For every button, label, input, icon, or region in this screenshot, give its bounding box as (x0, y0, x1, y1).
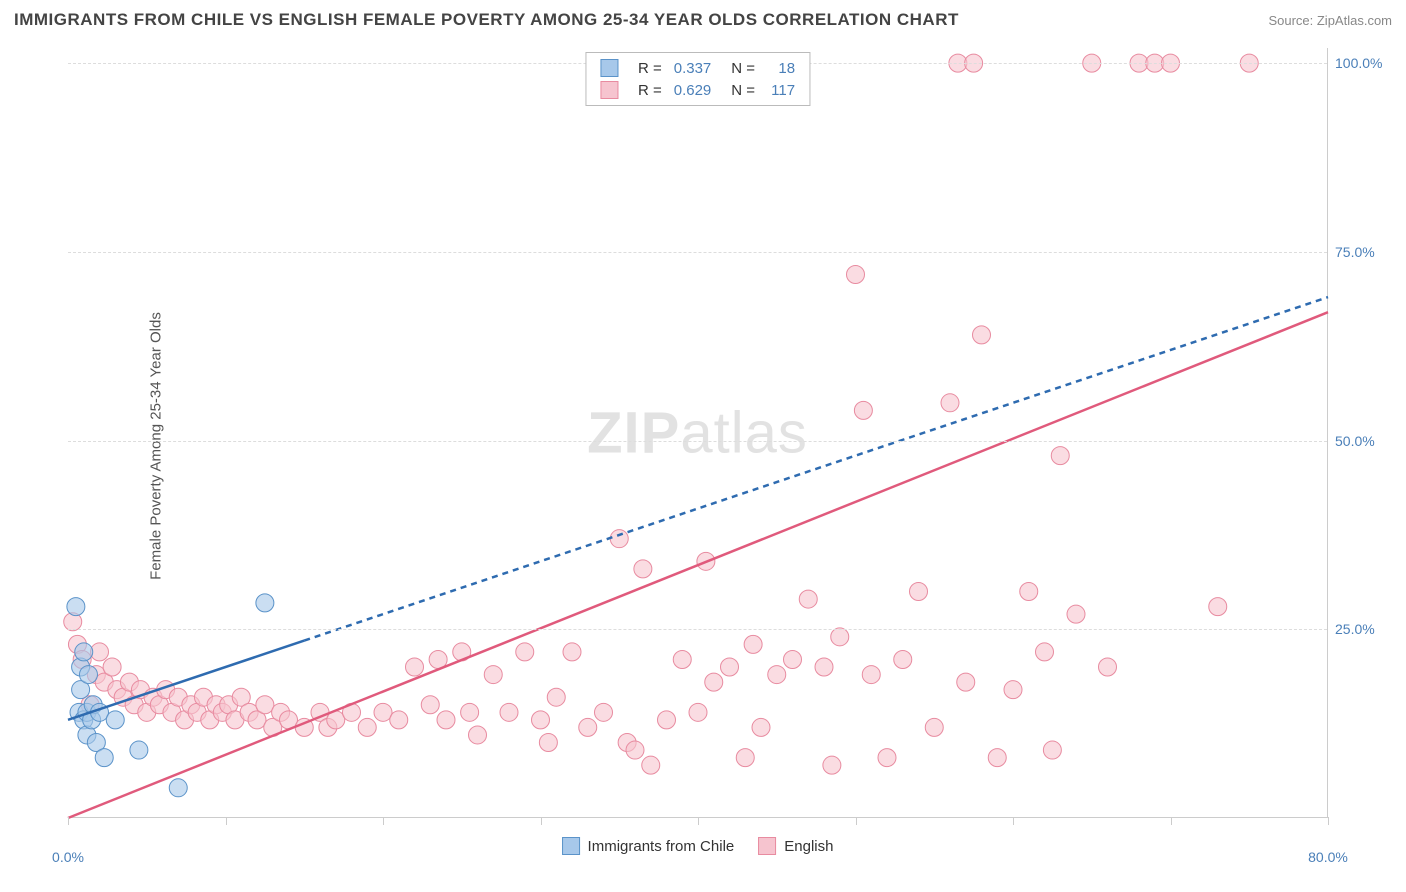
x-tick (1013, 817, 1014, 825)
x-tick (1171, 817, 1172, 825)
grid-line (68, 441, 1327, 442)
x-tick (541, 817, 542, 825)
x-tick-label: 80.0% (1308, 849, 1348, 865)
legend-item-a: Immigrants from Chile (562, 837, 735, 855)
x-tick (226, 817, 227, 825)
grid-line (68, 629, 1327, 630)
legend-stats: R = 0.337 N = 18 R = 0.629 N = 117 (585, 52, 810, 106)
legend-stats-row-b: R = 0.629 N = 117 (600, 79, 795, 101)
legend-swatch-b-icon (758, 837, 776, 855)
x-tick (383, 817, 384, 825)
legend-swatch-a (600, 59, 618, 77)
y-tick-label: 50.0% (1335, 433, 1395, 449)
scatter-svg (68, 48, 1327, 817)
x-tick (698, 817, 699, 825)
y-tick-label: 25.0% (1335, 621, 1395, 637)
y-tick-label: 100.0% (1335, 55, 1395, 71)
x-tick (1328, 817, 1329, 825)
legend-stats-row-a: R = 0.337 N = 18 (600, 57, 795, 79)
legend-swatch-a-icon (562, 837, 580, 855)
plot-area: ZIPatlas R = 0.337 N = 18 R = 0.629 N = … (68, 48, 1328, 818)
legend-item-b: English (758, 837, 833, 855)
x-tick (68, 817, 69, 825)
x-tick (856, 817, 857, 825)
grid-line (68, 252, 1327, 253)
source-label: Source: ZipAtlas.com (1268, 13, 1392, 28)
x-tick-label: 0.0% (52, 849, 84, 865)
legend-swatch-b (600, 81, 618, 99)
chart-title: IMMIGRANTS FROM CHILE VS ENGLISH FEMALE … (14, 10, 959, 30)
legend-bottom: Immigrants from Chile English (562, 837, 834, 855)
y-tick-label: 75.0% (1335, 244, 1395, 260)
